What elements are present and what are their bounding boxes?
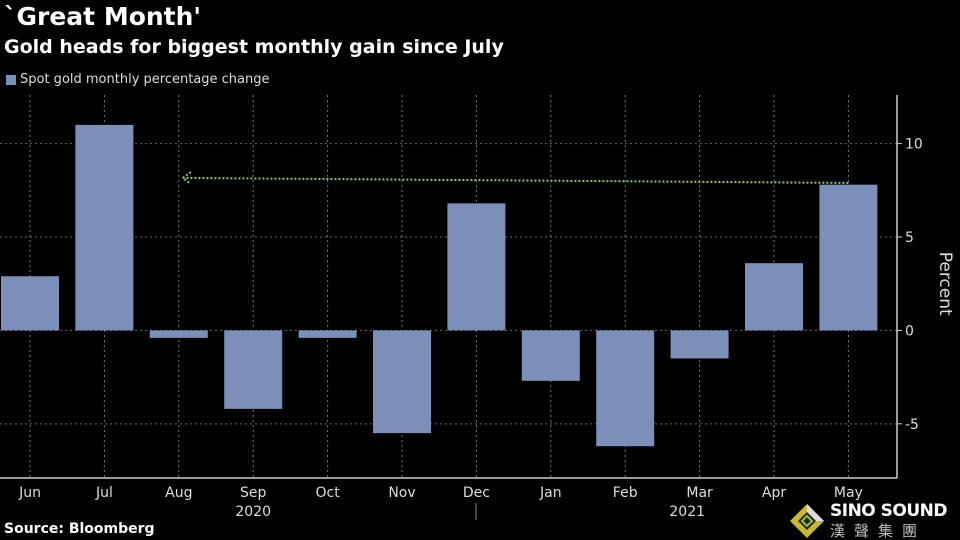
diamond-logo-icon: [790, 504, 824, 538]
x-tick-label: Dec: [463, 485, 490, 501]
x-tick-label: Oct: [315, 485, 340, 501]
legend-swatch: [6, 75, 16, 85]
year-label: 2020: [235, 504, 271, 520]
y-axis-label: Percent: [935, 252, 955, 316]
year-label: 2021: [669, 504, 705, 520]
bar-nov: [373, 330, 431, 434]
x-tick-label: Jun: [18, 485, 41, 501]
x-tick-label: Jan: [539, 485, 562, 501]
bar-mar: [670, 330, 729, 359]
chart-title: `Great Month': [4, 2, 202, 31]
bar-jan: [521, 330, 580, 381]
bar-jul: [75, 124, 134, 331]
x-tick-label: Sep: [240, 485, 267, 501]
bar-may: [819, 184, 878, 331]
bar-apr: [745, 263, 803, 331]
watermark-logo: SINO SOUND 漢聲集團: [788, 502, 960, 540]
watermark-text: SINO SOUND: [830, 501, 948, 521]
x-tick-label: Mar: [686, 485, 713, 501]
bar-oct: [298, 330, 357, 338]
legend-label: Spot gold monthly percentage change: [20, 72, 270, 87]
x-tick-label: Feb: [613, 485, 638, 501]
y-tick-label: 10: [905, 137, 923, 153]
x-tick-label: Apr: [762, 485, 786, 501]
y-tick-label: -5: [905, 417, 919, 433]
bar-dec: [447, 203, 506, 331]
y-tick-label: 0: [905, 323, 914, 339]
bar-aug: [149, 330, 208, 338]
x-tick-label: Nov: [388, 485, 415, 501]
watermark-chinese: 漢聲集團: [830, 522, 927, 540]
chart-subtitle: Gold heads for biggest monthly gain sinc…: [4, 36, 504, 58]
source-note: Source: Bloomberg: [4, 521, 155, 537]
arrowhead-icon: [181, 171, 192, 185]
x-tick-label: Aug: [165, 485, 192, 501]
bar-sep: [224, 330, 283, 409]
y-tick-label: 5: [905, 230, 914, 246]
x-tick-label: May: [834, 485, 863, 501]
x-tick-label: Jul: [95, 485, 113, 501]
bar-jun: [1, 276, 59, 331]
annotation-arrow-line: [182, 176, 849, 184]
legend: Spot gold monthly percentage change: [6, 72, 270, 88]
bar-feb: [596, 330, 655, 447]
